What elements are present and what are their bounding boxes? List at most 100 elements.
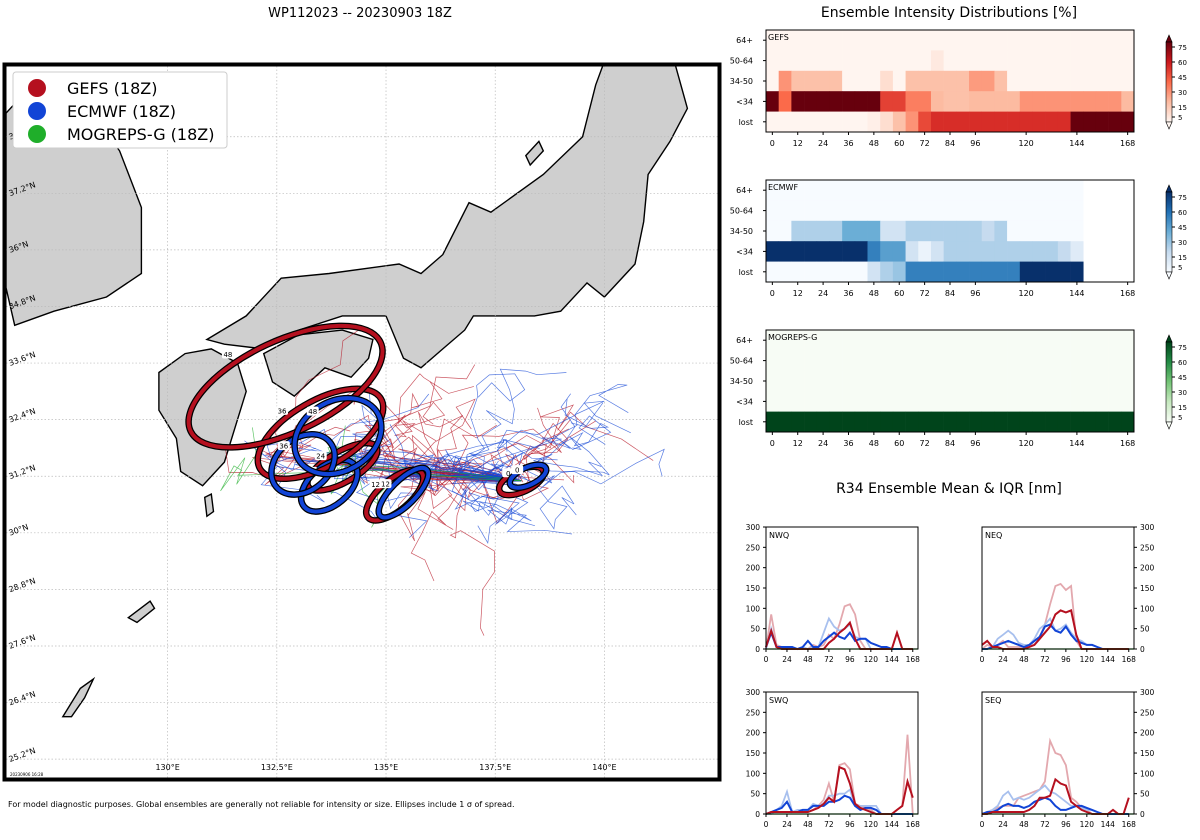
heat-cell [778,50,792,72]
heat-cell [1057,111,1071,133]
heat-cell [943,50,957,72]
heat-cell [1032,70,1046,92]
heatmap-mogreps-g: 64+ 50-64 34-50 <34 lost MOGREPS-G 0 12 24 36 48 60… [730,329,1135,448]
heat-cell [892,220,906,242]
gefs-ellipse-24h-label: 24 [316,453,325,461]
heat-cell [842,330,856,351]
r34-y-label: 300 [1140,688,1155,697]
heat-cell [918,411,932,433]
heat-cell [1032,330,1046,351]
r34-x-label: 120 [864,655,879,664]
heat-x-label: 96 [970,439,980,448]
heat-cell [994,411,1008,433]
ecmwf-member-track [485,384,629,482]
heat-cell [778,411,792,433]
r34-x-label: 120 [864,820,879,829]
heat-cell [842,391,856,412]
heat-cell [766,220,779,242]
heat-cell [791,350,805,372]
r34-background [982,692,1134,814]
ecmwf-ellipse-0h-label-bg [511,465,524,475]
heat-cell [766,91,779,112]
r34-panel-nwq: NWQ 0 24 48 72 96 120 144 168 0 50 100 150 200 250 300 [746,523,920,664]
heat-cell [892,30,906,51]
heat-cell [842,241,856,262]
heat-cell [994,111,1008,133]
r34-x-label: 72 [1040,820,1050,829]
heat-cell [1108,30,1122,51]
heat-cell [1070,261,1084,283]
heat-cell [791,111,805,133]
r34-series-ecmwf-bold [765,629,913,651]
heat-cell [778,91,792,112]
map-frame [2,62,722,782]
heat-cell [1095,91,1109,112]
heat-y-label: 64+ [736,336,753,345]
heat-cell [816,370,830,392]
heat-x-label: 12 [793,289,803,298]
heat-cell [956,180,970,201]
heat-cell [905,200,919,222]
heat-cell [880,111,894,133]
heat-cell [854,391,868,412]
heat-cell [905,350,919,372]
r34-y-label: 150 [1140,584,1155,593]
heat-cell [981,111,995,133]
heat-cell [994,220,1008,242]
heat-cell [778,180,792,201]
r34-y-label: 50 [750,625,760,634]
gefs-ellipse-48h [186,323,385,450]
heat-cell [930,30,944,51]
heat-cell [892,330,906,351]
heat-cell [854,261,868,283]
heat-cell [804,180,818,201]
legend-marker [28,79,46,97]
r34-y-label: 0 [1140,645,1145,654]
heat-cell [829,180,843,201]
r34-y-label: 200 [1140,729,1155,738]
heat-cell [778,350,792,372]
heat-cell [791,30,805,51]
gefs-ellipse-36h-label: 36 [278,407,287,415]
heat-cell [791,180,805,201]
heat-y-label: 64+ [736,36,753,45]
heatmap-gefs: 64+ 50-64 34-50 <34 lost GEFS 0 12 24 36 48 60 72 84 9… [730,29,1135,148]
heat-cell [842,411,856,433]
heat-cell [905,241,919,262]
heat-cell [842,370,856,392]
r34-title: R34 Ensemble Mean & IQR [nm] [836,481,1062,497]
heat-cell [969,30,983,51]
okinawa-island [61,676,96,718]
heat-cell [969,111,983,133]
heat-cell [804,91,818,112]
heat-cell [1070,70,1084,92]
heat-cell [930,180,944,201]
heat-cell [804,370,818,392]
heat-cell [804,411,818,433]
japan-honshu-land [205,66,689,369]
heat-cell [791,200,805,222]
legend-marker [28,125,46,143]
heat-cell [981,261,995,283]
heat-cell [816,111,830,133]
heat-cell [930,261,944,283]
r34-x-label: 0 [764,655,769,664]
heat-cell [981,70,995,92]
heat-cell [969,50,983,72]
colorbar-label: 30 [1178,239,1187,247]
heat-cell [1007,261,1021,283]
heat-y-label: 50-64 [730,357,753,366]
r34-panels: R34 Ensemble Mean & IQR [nm] NWQ 0 24 48 72 96… [746,481,1155,829]
heat-cell [1057,370,1071,392]
heat-cell [1045,70,1059,92]
heat-y-label: <34 [736,97,753,106]
heat-cell [1083,391,1097,412]
heat-cell [1083,50,1097,72]
heat-x-label: 48 [869,289,879,298]
heat-cell [791,411,805,433]
heat-cell [1121,30,1135,51]
heat-cell [1019,220,1033,242]
heat-cell [791,261,805,283]
heat-cell [905,30,919,51]
heat-cell [804,30,818,51]
